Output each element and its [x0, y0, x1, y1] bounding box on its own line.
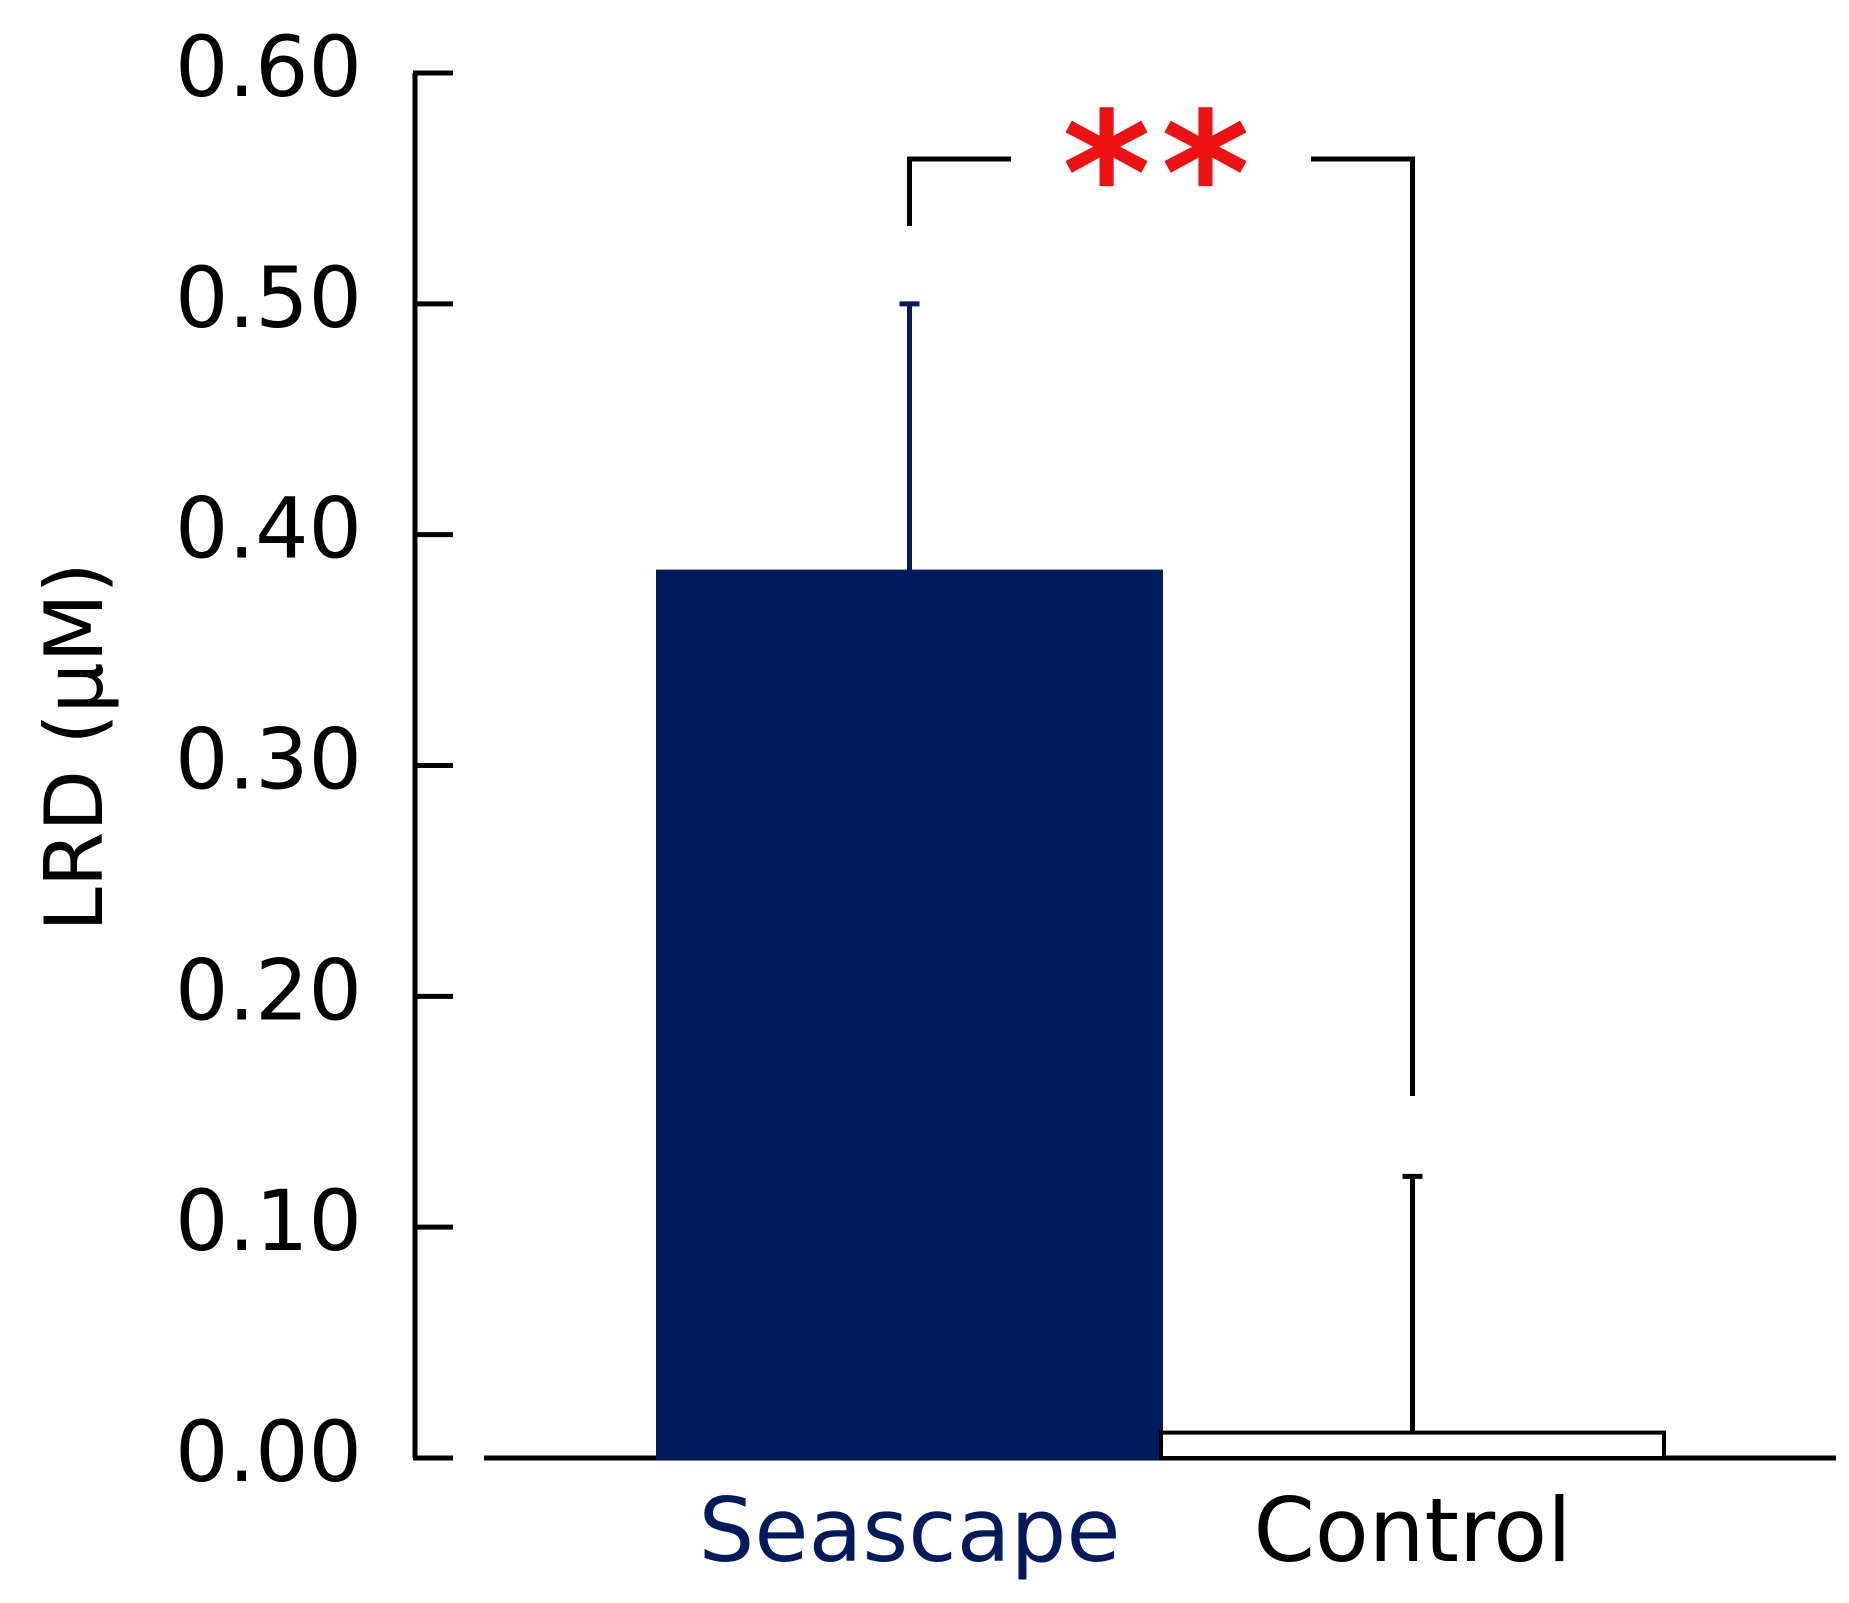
y-tick-label: 0.20 [175, 941, 362, 1039]
bar [1159, 1430, 1666, 1460]
y-tick-label: 0.10 [175, 1172, 362, 1270]
x-tick-label: Seascape [698, 1479, 1120, 1582]
y-axis-label: LRD (μM) [28, 562, 121, 932]
y-tick-label: 0.40 [175, 480, 362, 578]
y-tick-label: 0.60 [175, 18, 362, 116]
y-tick-label: 0.00 [175, 1403, 362, 1501]
significance-bracket [907, 156, 1415, 1096]
x-tick-label: Control [1253, 1479, 1571, 1582]
y-tick-label: 0.30 [175, 710, 362, 808]
y-tick-label: 0.50 [175, 249, 362, 347]
significance-annotation: ** [1062, 76, 1260, 274]
bar [656, 569, 1163, 1460]
